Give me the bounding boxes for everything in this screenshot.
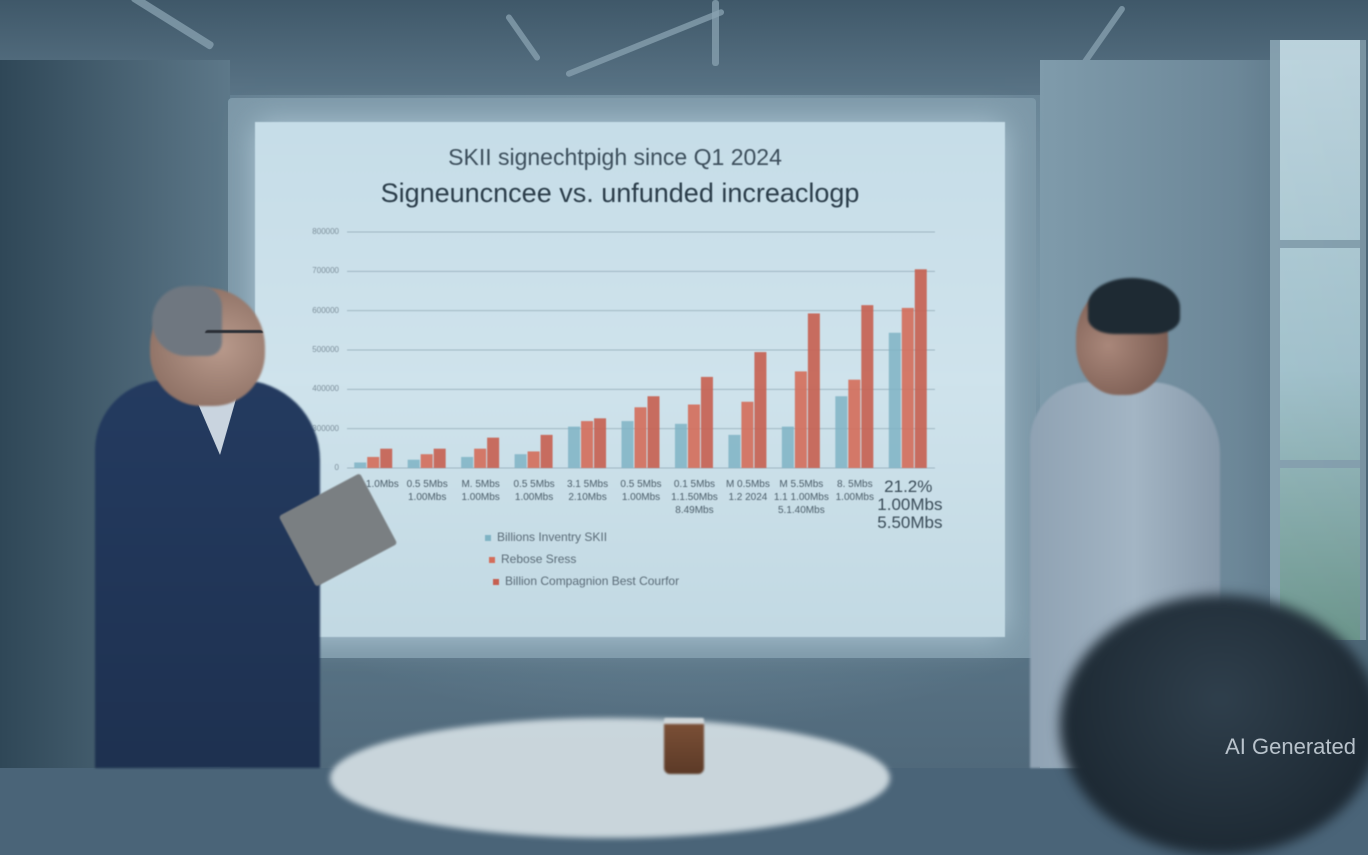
bar [848, 379, 861, 468]
x-tick-label: M. 5Mbs 1.00Mbs [461, 479, 500, 503]
x-tick-label: M 5.5Mbs 1.1 1.00Mbs 5.1.40Mbs [773, 479, 829, 516]
bar [700, 376, 713, 468]
bar-chart [347, 231, 935, 469]
person-right-hair [1088, 278, 1180, 334]
y-tick-label: 800000 [312, 227, 339, 236]
legend-entry: Billion Compagnion Best Courfor [493, 574, 679, 588]
y-tick-label: 0 [334, 463, 339, 472]
coffee-cup [664, 718, 704, 774]
bar [594, 418, 607, 468]
foreground-head [1060, 595, 1368, 855]
x-tick-label: 0.1 5Mbs 1.1.50Mbs 8.49Mbs [671, 479, 718, 516]
bar [621, 421, 634, 468]
legend-entry: Rebose Sress [489, 552, 576, 566]
bar [420, 454, 433, 468]
bar [461, 456, 474, 468]
bar [914, 269, 927, 468]
bar [728, 434, 741, 468]
chart-title: SKII signechtpigh since Q1 2024 [448, 144, 782, 170]
x-tick-label: M 0.5Mbs 1.2 2024 [725, 479, 770, 503]
bar [568, 426, 581, 468]
bar [741, 401, 754, 468]
bar [474, 448, 487, 468]
legend-label: Billions Inventry SKII [497, 530, 608, 544]
x-tick-label: 0.5 5Mbs 1.00Mbs [513, 479, 555, 503]
y-tick-label: 500000 [312, 345, 339, 354]
y-tick-label: 400000 [312, 384, 339, 394]
legend-swatch [493, 578, 499, 585]
bar [380, 448, 393, 468]
bar [781, 426, 794, 468]
bar [581, 421, 594, 468]
y-tick-label: 300000 [312, 423, 339, 433]
bar [540, 434, 553, 468]
bar [354, 462, 367, 468]
bar [687, 404, 700, 468]
window [1270, 40, 1366, 640]
presenter-left-suit [95, 380, 320, 768]
bar [901, 307, 914, 468]
x-tick-label: 0.5 5Mbs 1.00Mbs [620, 479, 662, 503]
bar [527, 451, 540, 468]
projector-screen: SKII signechtpigh since Q1 2024 Signeunc… [255, 122, 1005, 637]
bar [674, 423, 687, 468]
legend-label: Rebose Sress [501, 552, 577, 566]
watermark: AI Generated [1225, 734, 1356, 759]
bar [888, 332, 901, 468]
bar [794, 371, 807, 468]
bar [861, 305, 874, 468]
legend-label: Billion Compagnion Best Courfor [505, 574, 680, 588]
presenter-left-hair [152, 286, 222, 356]
legend-swatch [485, 534, 491, 541]
y-tick-label: 600000 [312, 305, 339, 315]
legend-entry: Billions Inventry SKII [485, 530, 607, 544]
legend-swatch [489, 556, 495, 563]
x-tick-label: 21.2% 1.00Mbs 5.50Mbs [877, 477, 943, 532]
bar [514, 454, 527, 468]
x-tick-label: 3.1 5Mbs 2.10Mbs [566, 479, 609, 503]
bar [647, 396, 660, 468]
bar [487, 437, 500, 468]
bar [367, 456, 380, 468]
meeting-table [330, 718, 890, 838]
x-tick-label: 8. 5Mbs 1.00Mbs [835, 479, 874, 503]
bar [634, 407, 647, 468]
bar [807, 313, 820, 468]
bar [407, 459, 420, 468]
chart-subtitle: Signeuncncee vs. unfunded increaclogp [380, 178, 860, 208]
bar [433, 448, 446, 468]
ceiling-beam [712, 0, 719, 66]
y-tick-label: 700000 [312, 266, 339, 276]
x-tick-label: 0.5 5Mbs 1.00Mbs [406, 479, 448, 503]
glasses [205, 330, 263, 343]
bar [835, 396, 848, 468]
bar [754, 352, 767, 468]
